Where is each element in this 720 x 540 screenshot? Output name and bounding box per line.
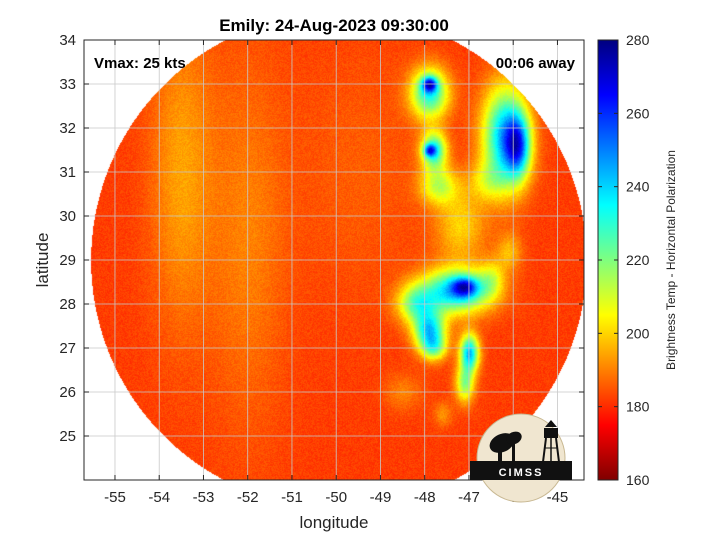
colorbar-tick-label: 180 [626, 399, 650, 415]
colorbar-tick-label: 280 [626, 32, 650, 48]
colorbar-tick-label: 260 [626, 105, 650, 121]
y-axis-ticks: 25 26 27 28 29 30 31 32 33 34 [59, 32, 584, 445]
x-tick-label: -49 [370, 489, 392, 506]
y-tick-label: 34 [59, 32, 76, 49]
x-tick-label: -55 [104, 489, 126, 506]
time-away-annotation: 00:06 away [496, 55, 576, 72]
colorbar-tick-label: 160 [626, 472, 650, 488]
y-tick-label: 29 [59, 252, 76, 269]
colorbar-tick-label: 240 [626, 179, 650, 195]
colorbar-tick-label: 200 [626, 325, 650, 341]
x-axis-label: longitude [299, 513, 368, 532]
x-tick-label: -52 [237, 489, 259, 506]
cimss-logo: CIMSS [470, 413, 572, 503]
chart-title: Emily: 24-Aug-2023 09:30:00 [219, 16, 449, 35]
y-tick-label: 31 [59, 164, 76, 181]
grid-lines [84, 39, 584, 480]
colorbar-tick-label: 220 [626, 252, 650, 268]
x-tick-label: -51 [281, 489, 303, 506]
x-tick-label: -53 [193, 489, 215, 506]
x-tick-label: -48 [414, 489, 436, 506]
x-tick-label: -54 [148, 489, 170, 506]
y-axis-label: latitude [33, 233, 52, 288]
y-tick-label: 28 [59, 296, 76, 313]
colorbar-ticks: 160 180 200 220 240 260 280 [598, 32, 650, 488]
x-tick-label: -50 [325, 489, 347, 506]
vmax-annotation: Vmax: 25 kts [94, 55, 186, 72]
colorbar-label: Brightness Temp - Horizontal Polarizatio… [664, 150, 678, 370]
y-tick-label: 33 [59, 76, 76, 93]
x-tick-label: -45 [547, 489, 569, 506]
logo-text: CIMSS [499, 467, 544, 479]
y-tick-label: 25 [59, 428, 76, 445]
y-tick-label: 27 [59, 340, 76, 357]
y-tick-label: 26 [59, 384, 76, 401]
x-tick-label: -47 [458, 489, 480, 506]
y-tick-label: 32 [59, 120, 76, 137]
y-tick-label: 30 [59, 208, 76, 225]
